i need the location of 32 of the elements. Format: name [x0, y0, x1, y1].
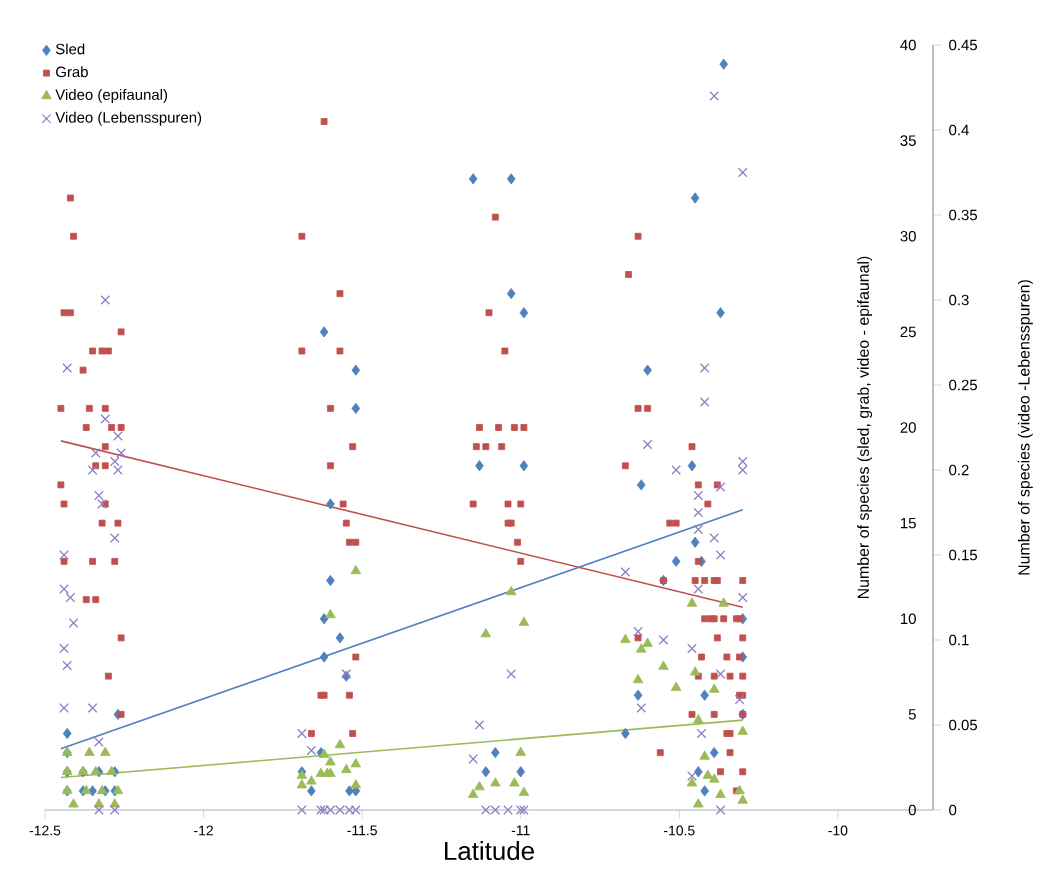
- legend-label: Grab: [56, 66, 88, 78]
- y-tick-label: 35: [900, 135, 916, 146]
- x-tick-label: -12.5: [29, 825, 61, 836]
- x-tick-label: -10.5: [664, 825, 695, 836]
- y2-tick-label: 0.35: [949, 209, 978, 221]
- y2-tick-label: 0.25: [949, 379, 978, 391]
- x-tick-label: -11.5: [347, 825, 377, 836]
- x-tick-label: -12: [194, 825, 213, 836]
- y-tick-label: 0: [908, 804, 916, 816]
- y2-tick-label: 0.05: [949, 719, 978, 731]
- x-axis-title: Latitude: [445, 841, 534, 861]
- y2-tick-label: 0: [949, 804, 957, 816]
- y-tick-label: 40: [900, 39, 916, 51]
- y-tick-label: 30: [900, 230, 916, 242]
- y-tick-label: 15: [900, 517, 916, 529]
- y2-tick-label: 0.1: [949, 634, 969, 646]
- y2-axis-title: Number of species (video -Lebensspuren): [1017, 280, 1033, 575]
- y2-tick-label: 0.3: [949, 294, 969, 306]
- legend-label: Video (Lebensspuren): [55, 111, 202, 126]
- x-tick-label: -11: [511, 825, 530, 836]
- y-tick-label: 10: [900, 613, 916, 625]
- y-tick-label: 25: [900, 326, 916, 338]
- y-tick-label: 20: [900, 422, 916, 433]
- x-tick-label: -10: [828, 825, 848, 836]
- y-axis-title: Number of species (sled, grab, video - epifaunal): [857, 256, 873, 599]
- y2-tick-label: 0.45: [949, 39, 978, 51]
- legend-label: Sled: [55, 43, 85, 55]
- y2-tick-label: 0.15: [949, 549, 978, 561]
- legend-label: Video (epifaunal): [55, 89, 168, 103]
- y2-tick-label: 0.4: [949, 124, 969, 136]
- y2-tick-label: 0.2: [949, 464, 969, 476]
- y-tick-label: 5: [908, 709, 916, 720]
